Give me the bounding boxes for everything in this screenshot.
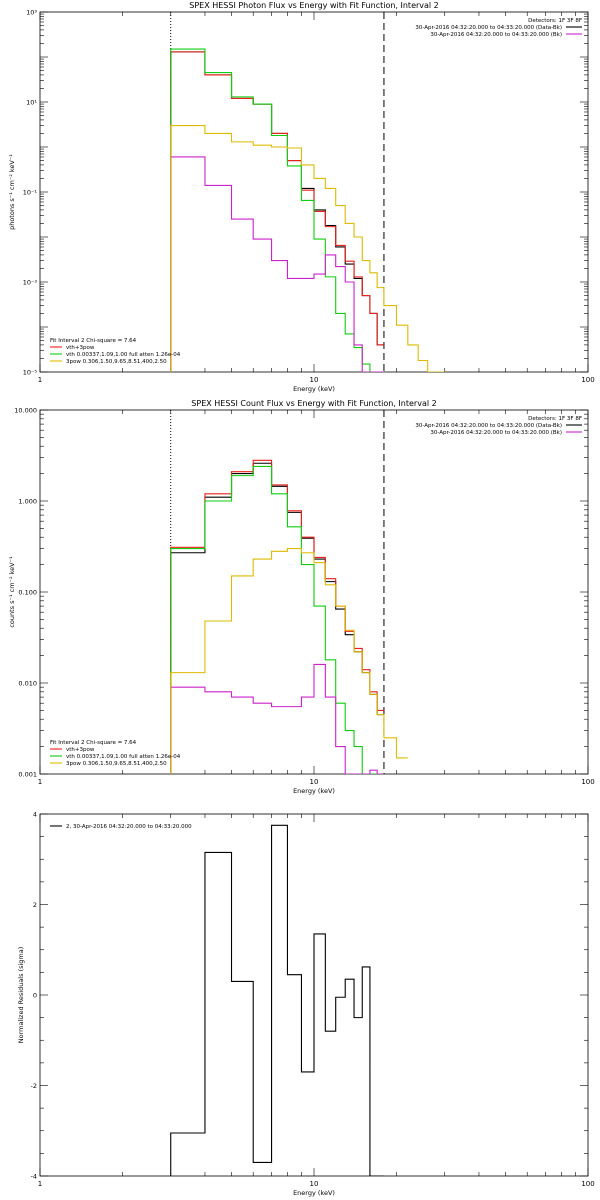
y-tick-label: -4 — [31, 1173, 37, 1181]
plot-area — [170, 48, 445, 372]
legend-entry-label: 2, 30-Apr-2016 04:32:20.000 to 04:33:20.… — [66, 824, 192, 830]
y-tick-label: 10⁻¹ — [23, 189, 38, 197]
y-tick-label: 0.100 — [18, 589, 37, 597]
x-axis-label: Energy (keV) — [293, 787, 335, 795]
series-data-line — [170, 824, 384, 1176]
y-tick-label: 10⁻⁵ — [23, 369, 38, 377]
series-total-line — [170, 459, 384, 774]
legend-entry-label: vth+3pow — [66, 345, 95, 351]
legend-entry-label: 30-Apr-2016 04:32:20.000 to 04:33:20.000… — [415, 25, 562, 31]
legend-bottom-left: Fit Interval 2 Chi-square = 7.64vth+3pow… — [50, 740, 181, 767]
legend-top-left: 2, 30-Apr-2016 04:32:20.000 to 04:33:20.… — [50, 824, 192, 830]
legend-entry-label: vth 0.00337,1.09,1.00 full atten 1.26e-0… — [66, 352, 181, 358]
x-axis-label: Energy (keV) — [293, 1189, 335, 1197]
legend-entry-label: 30-Apr-2016 04:32:20.000 to 04:33:20.000… — [430, 430, 562, 436]
series-3pow-line — [170, 548, 408, 774]
legend-header: Detectors: 1F 3F 8F — [528, 18, 582, 24]
y-tick-label: 10¹ — [26, 99, 37, 107]
series-3pow-line — [170, 124, 445, 372]
legend-entry-label: 30-Apr-2016 04:32:20.000 to 04:33:20.000… — [430, 32, 562, 38]
y-tick-label: 10³ — [26, 9, 37, 17]
legend-entry-label: 3pow 0.306,1.50,9.65,8.51,400,2.50 — [66, 761, 167, 767]
x-tick-label: 100 — [581, 778, 594, 786]
legend-entry-label: vth 0.00337,1.09,1.00 full atten 1.26e-0… — [66, 754, 181, 760]
y-tick-label: 0.010 — [18, 680, 37, 688]
legend-entry-label: 30-Apr-2016 04:32:20.000 to 04:33:20.000… — [415, 423, 562, 429]
series-data-line — [170, 51, 384, 372]
x-tick-label: 10 — [310, 778, 319, 786]
chart-title: SPEX HESSI Photon Flux vs Energy with Fi… — [189, 1, 439, 10]
series-bk-line — [170, 663, 384, 774]
legend-header: Detectors: 1F 3F 8F — [528, 416, 582, 422]
legend-bottom-left: Fit Interval 2 Chi-square = 7.64vth+3pow… — [50, 338, 181, 365]
x-tick-label: 100 — [581, 376, 594, 384]
chart-title: SPEX HESSI Count Flux vs Energy with Fit… — [191, 399, 436, 408]
y-tick-label: -2 — [31, 1082, 37, 1090]
plot-area — [170, 459, 408, 774]
residuals-panel: 1 10 100 Energy (keV) -4 -2 0 2 4 Normalized Resi… — [17, 811, 595, 1198]
y-tick-label: 10.000 — [14, 407, 37, 415]
x-tick-label: 1 — [38, 778, 42, 786]
y-tick-label: 0 — [33, 992, 37, 1000]
y-axis-label: photons s⁻¹ cm⁻² keV⁻¹ — [8, 154, 16, 230]
x-tick-label: 100 — [581, 1180, 594, 1188]
series-total-line — [170, 51, 384, 372]
photon-flux-panel: SPEX HESSI Photon Flux vs Energy with Fi… — [8, 1, 595, 393]
y-tick-label: 10⁻³ — [23, 279, 38, 287]
series-data-line — [170, 462, 384, 774]
y-axis-label: counts s⁻¹ cm⁻² keV⁻¹ — [8, 556, 16, 628]
y-tick-label: 4 — [33, 811, 37, 819]
x-axis-label: Energy (keV) — [293, 385, 335, 393]
x-tick-label: 1 — [38, 1180, 42, 1188]
series-bk-line — [170, 156, 384, 372]
y-tick-label: 2 — [33, 901, 37, 909]
y-tick-label: 1.000 — [18, 498, 37, 506]
legend-entry-label: 3pow 0.306,1.50,9.65,8.51,400,2.50 — [66, 359, 167, 365]
y-tick-label: 0.001 — [18, 771, 37, 779]
legend-entry-label: vth+3pow — [66, 747, 95, 753]
y-axis-label: Normalized Residuals (sigma) — [17, 947, 25, 1044]
series-vth-line — [170, 48, 384, 372]
x-tick-label: 10 — [310, 376, 319, 384]
x-tick-label: 10 — [310, 1180, 319, 1188]
count-flux-panel: SPEX HESSI Count Flux vs Energy with Fit… — [8, 399, 595, 795]
plot-area — [170, 824, 384, 1176]
x-tick-label: 1 — [38, 376, 42, 384]
legend-header: Fit Interval 2 Chi-square = 7.64 — [50, 740, 137, 746]
series-vth-line — [170, 465, 384, 774]
legend-header: Fit Interval 2 Chi-square = 7.64 — [50, 338, 137, 344]
